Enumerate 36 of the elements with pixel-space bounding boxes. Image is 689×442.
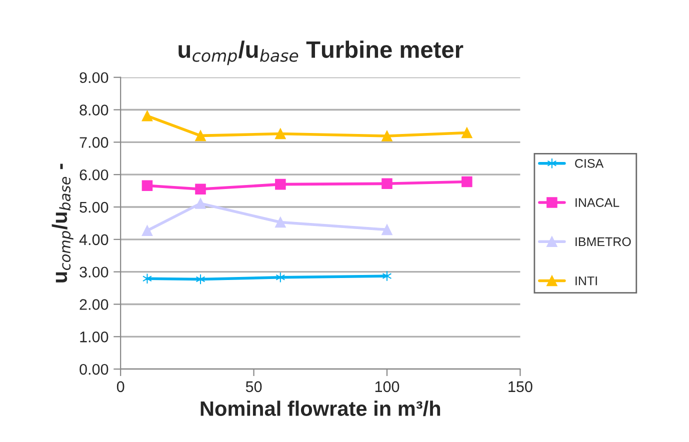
point xyxy=(195,198,206,209)
point xyxy=(195,184,206,195)
y-tick-label: 4.00 xyxy=(79,234,108,246)
y-tick-label: 2.00 xyxy=(80,299,108,310)
y-tick-label: 8.00 xyxy=(80,104,108,116)
point xyxy=(382,130,392,142)
x-tick-label: 100 xyxy=(375,381,400,392)
x-tick-label: 50 xyxy=(246,381,262,392)
legend-label: CISA xyxy=(575,158,604,168)
chart-title: u$_{comp}$/u$_{base}$ Turbine meter xyxy=(178,40,464,66)
legend-label: IBMETRO xyxy=(576,237,631,246)
point xyxy=(142,110,153,122)
legend-label: INACAL xyxy=(576,198,620,207)
point xyxy=(382,224,392,236)
y-tick-label: 7.00 xyxy=(80,137,108,148)
point xyxy=(462,127,472,138)
y-tick-label: 0.00 xyxy=(80,364,108,375)
x-axis-title: Nominal flowrate in m³/h xyxy=(200,400,440,416)
y-tick-label: 9.00 xyxy=(80,72,108,84)
x-tick-label: 0 xyxy=(116,381,124,392)
y-tick-label: 1.00 xyxy=(80,332,108,342)
legend-label: INTI xyxy=(576,276,597,286)
x-tick-label: 150 xyxy=(508,381,532,392)
point xyxy=(275,128,286,140)
point xyxy=(382,178,392,190)
y-tick-label: 5.00 xyxy=(80,202,108,213)
point xyxy=(462,176,472,188)
point xyxy=(142,225,153,236)
point xyxy=(382,270,392,282)
point xyxy=(275,216,286,228)
point xyxy=(142,180,153,191)
y-tick-label: 6.00 xyxy=(80,169,108,180)
y-tick-label: 3.00 xyxy=(80,266,108,278)
y-axis-title: u$_{comp}$/u$_{base}$ - xyxy=(52,164,74,282)
point xyxy=(275,178,286,190)
point xyxy=(195,130,206,142)
